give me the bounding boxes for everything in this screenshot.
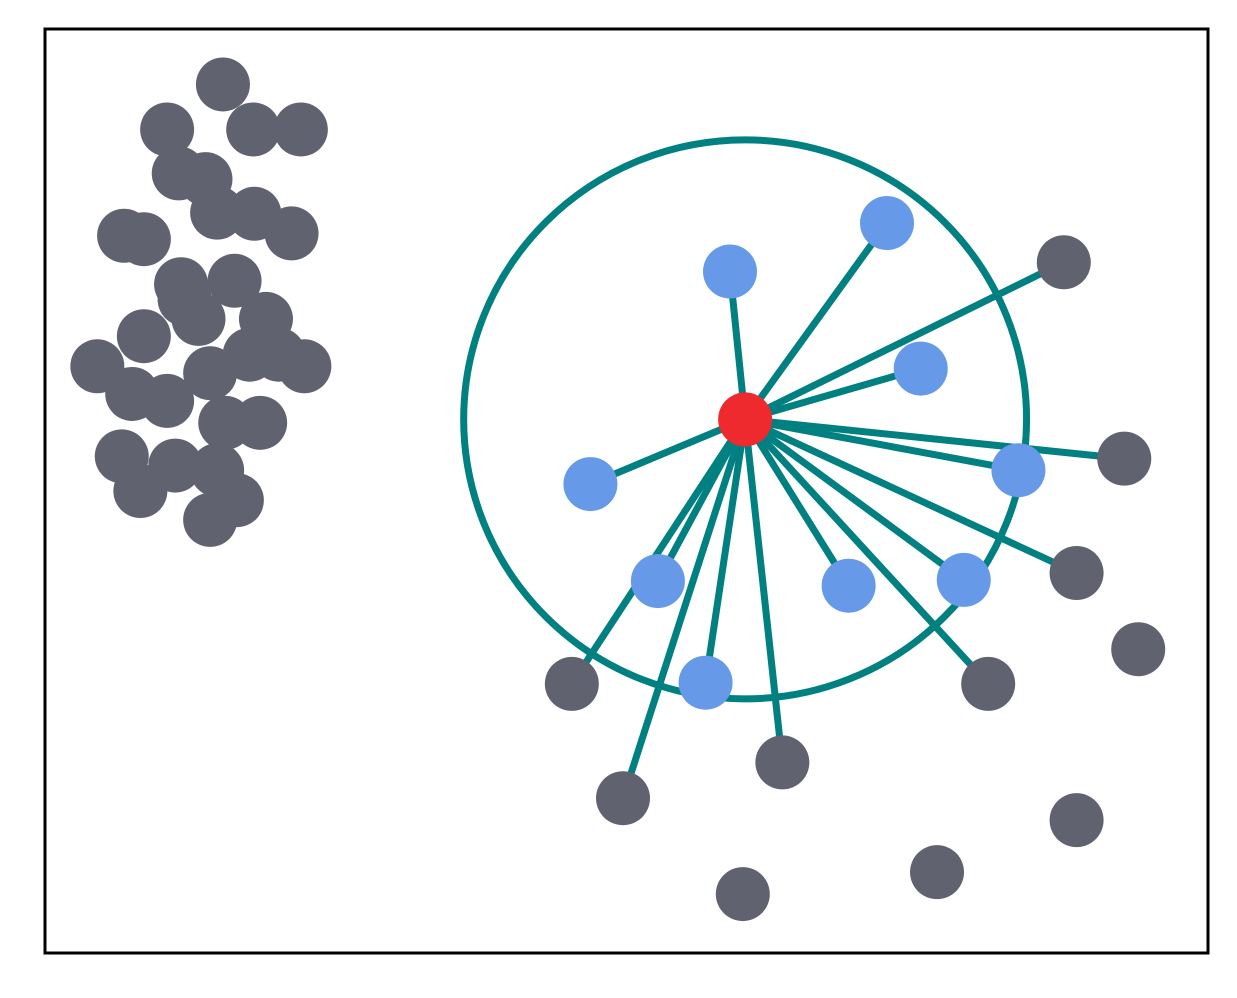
outer-neighbor-point (1036, 235, 1091, 290)
other-point (910, 845, 965, 900)
neighbor-point (563, 457, 618, 512)
edge-layer (568, 220, 1125, 800)
outer-neighbor-point (961, 656, 1016, 711)
cluster-point (140, 373, 195, 428)
radius-circle (460, 136, 1031, 703)
center-point (718, 392, 773, 447)
outer-neighbor-point (596, 771, 651, 826)
neighbor-point (630, 554, 685, 609)
cluster-point (116, 212, 171, 267)
neighbor-edge (744, 365, 922, 423)
cluster-point (116, 309, 171, 364)
outer-neighbor-point (1049, 546, 1104, 601)
plot-frame (43, 27, 1210, 955)
cluster-point (183, 492, 238, 547)
outer-neighbor-point (755, 735, 810, 790)
cluster-point (226, 102, 281, 157)
cluster-point (195, 57, 250, 112)
neighbor-edge (742, 220, 890, 422)
cluster-point (171, 291, 226, 346)
other-point (1049, 793, 1104, 848)
outer-neighbor-point (544, 656, 599, 711)
cluster-point (207, 253, 262, 308)
neighbor-edge (568, 417, 749, 686)
neighbor-edge (744, 415, 1020, 474)
point-layer (70, 57, 1166, 922)
cluster-point (183, 346, 238, 401)
neighbor-point (936, 552, 991, 607)
radius-circle-layer (460, 136, 1031, 703)
neighbor-edge (589, 416, 747, 488)
cluster-point (277, 339, 332, 394)
cluster-point (140, 102, 195, 157)
neighbor-edge (743, 416, 966, 583)
neighbor-edge (742, 417, 991, 687)
neighbor-edge (743, 259, 1066, 423)
neighbor-edge (742, 417, 852, 588)
cluster-point (113, 464, 168, 518)
neighbor-edge (619, 418, 749, 800)
outer-neighbor-point (1097, 431, 1152, 486)
neighbor-edge (743, 416, 1079, 577)
neighbor-point (703, 244, 758, 299)
neighbor-edge (744, 415, 1125, 463)
cluster-point (264, 206, 319, 261)
neighbor-point (678, 655, 733, 710)
neighbor-edge (702, 418, 749, 684)
neighbor-edge (741, 419, 786, 763)
neighbor-point (821, 558, 876, 613)
neighbor-point (860, 196, 915, 251)
other-point (715, 867, 770, 922)
cluster-point (233, 395, 288, 450)
cluster-point (273, 102, 328, 157)
neighbor-point (991, 443, 1046, 498)
neighbor-point (893, 341, 948, 396)
other-point (1111, 622, 1166, 677)
